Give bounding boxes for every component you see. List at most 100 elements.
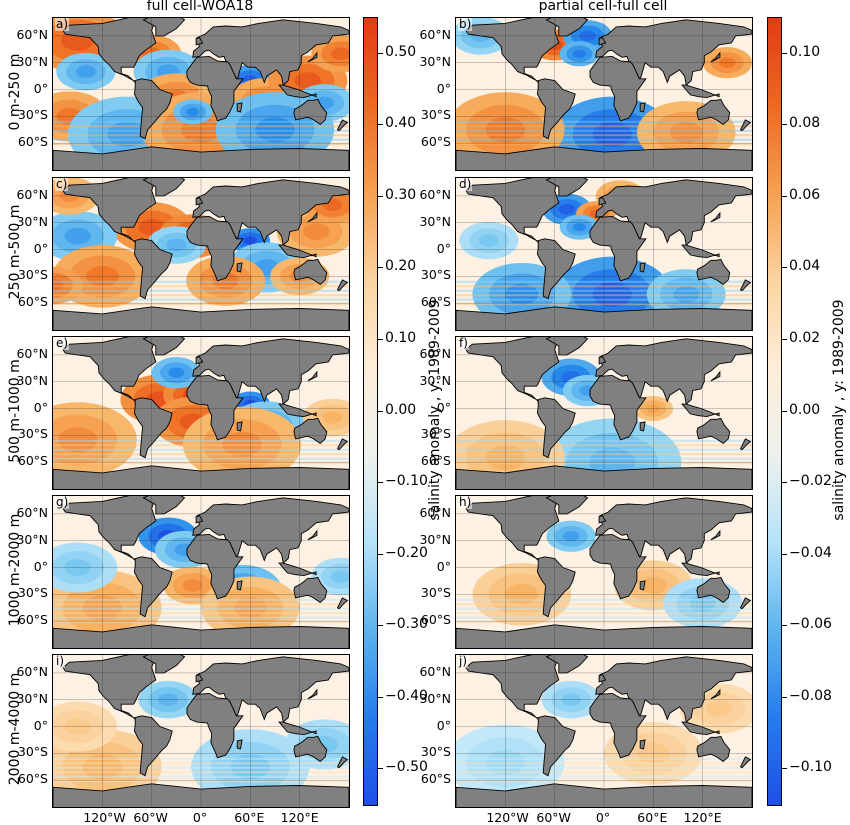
colorbar-tick-mark bbox=[782, 124, 787, 126]
land-japan bbox=[710, 370, 721, 382]
anomaly-field bbox=[53, 18, 349, 170]
land-madagascar bbox=[236, 580, 243, 591]
lat-tick-label: 60°N bbox=[419, 504, 451, 520]
lat-tick-label: 60°N bbox=[16, 504, 48, 520]
anomaly-patch bbox=[330, 47, 349, 61]
lat-tick-label: 30°N bbox=[16, 372, 48, 388]
lat-tick-label: 30°N bbox=[16, 213, 48, 229]
land-nz bbox=[739, 279, 752, 292]
colorbar-tick-label: −0.50 bbox=[385, 759, 428, 776]
land-japan bbox=[307, 529, 318, 541]
colorbar-tick-mark bbox=[782, 482, 787, 484]
colorbar-tick-mark bbox=[378, 267, 383, 269]
lat-tick-label: 60°S bbox=[420, 134, 451, 150]
land-indo bbox=[681, 84, 720, 99]
lat-tick-label: 0° bbox=[436, 80, 451, 96]
anomaly-patch bbox=[166, 238, 187, 252]
anomaly-field bbox=[456, 496, 752, 648]
anomaly-patch bbox=[572, 49, 586, 58]
lat-tick-label: 0° bbox=[33, 717, 48, 733]
colorbar-tick-label: −0.10 bbox=[385, 473, 428, 490]
map-panel-g: g) bbox=[52, 495, 350, 649]
colorbar-tick-label: −0.30 bbox=[385, 616, 428, 633]
land-nz bbox=[336, 597, 349, 610]
lat-tick-label: 30°N bbox=[419, 53, 451, 69]
land-nz bbox=[739, 597, 752, 610]
colorbar-tick-mark bbox=[378, 410, 383, 412]
lat-tick-label: 30°S bbox=[17, 267, 48, 283]
lat-tick-label: 60°S bbox=[420, 453, 451, 469]
lat-tick-label: 30°N bbox=[419, 531, 451, 547]
colorbar-tick-label: −0.06 bbox=[789, 616, 832, 633]
colorbar-tick-mark bbox=[378, 768, 383, 770]
colorbar-tick-mark bbox=[378, 124, 383, 126]
lat-tick-label: 30°N bbox=[16, 53, 48, 69]
land-japan bbox=[710, 51, 721, 63]
land-indo bbox=[278, 244, 317, 259]
land-indo bbox=[278, 721, 317, 736]
lon-tick-label: 120°E bbox=[683, 810, 722, 825]
lat-tick-label: 60°N bbox=[16, 26, 48, 42]
colorbar-tick-label: 0.30 bbox=[385, 186, 417, 203]
colorbar-tick-label: 0.40 bbox=[385, 115, 417, 132]
lat-tick-label: 30°S bbox=[17, 744, 48, 760]
lat-tick-label: 0° bbox=[33, 558, 48, 574]
anomaly-patch bbox=[294, 72, 322, 89]
colorbar-tick-label: −0.10 bbox=[789, 759, 832, 776]
lon-tick-label: 60°E bbox=[637, 810, 668, 825]
colorbar-tick-label: 0.06 bbox=[789, 186, 821, 203]
anomaly-field bbox=[456, 18, 752, 170]
land-samerica bbox=[133, 78, 173, 140]
colorbar-tick-mark bbox=[782, 338, 787, 340]
land-samerica bbox=[536, 397, 576, 459]
lat-tick-label: 0° bbox=[436, 717, 451, 733]
land-namerica bbox=[62, 496, 157, 561]
lat-tick-label: 60°S bbox=[17, 134, 48, 150]
map-panel-f: f) bbox=[455, 336, 753, 490]
land-indo bbox=[681, 721, 720, 736]
lat-tick-label: 60°N bbox=[16, 186, 48, 202]
land-samerica bbox=[133, 715, 173, 777]
colorbar-tick-mark bbox=[782, 768, 787, 770]
lat-tick-label: 30°S bbox=[17, 426, 48, 442]
lon-tick-label: 60°W bbox=[536, 810, 571, 825]
land-nz bbox=[739, 756, 752, 769]
lat-tick-label: 30°N bbox=[419, 690, 451, 706]
anomaly-patch bbox=[322, 411, 343, 424]
colorbar-tick-mark bbox=[782, 52, 787, 54]
colorbar-tick-mark bbox=[782, 410, 787, 412]
land-samerica bbox=[133, 556, 173, 618]
lat-tick-label: 60°S bbox=[17, 771, 48, 787]
land-madagascar bbox=[236, 262, 243, 273]
lat-tick-label: 30°S bbox=[420, 585, 451, 601]
land-nz bbox=[739, 119, 752, 132]
land-samerica bbox=[133, 397, 173, 459]
panel-label: h) bbox=[458, 495, 473, 509]
lat-tick-label: 30°N bbox=[419, 372, 451, 388]
map-panel-d: d) bbox=[455, 177, 753, 331]
land-madagascar bbox=[639, 102, 646, 113]
colorbar-tick-mark bbox=[782, 553, 787, 555]
lat-tick-label: 0° bbox=[436, 399, 451, 415]
anomaly-field bbox=[456, 178, 752, 330]
panel-label: g) bbox=[55, 495, 70, 509]
land-namerica bbox=[465, 496, 560, 561]
lat-tick-label: 60°N bbox=[419, 663, 451, 679]
lat-tick-label: 30°S bbox=[17, 585, 48, 601]
lat-tick-label: 30°S bbox=[420, 267, 451, 283]
map-panel-c: c) bbox=[52, 177, 350, 331]
panel-label: i) bbox=[55, 654, 66, 668]
map-panel-b: b) bbox=[455, 17, 753, 171]
lat-tick-label: 60°S bbox=[420, 294, 451, 310]
lat-tick-label: 60°S bbox=[17, 612, 48, 628]
colorbar-tick-label: 0.00 bbox=[789, 401, 821, 418]
anomaly-patch bbox=[186, 107, 200, 117]
lon-tick-label: 0° bbox=[192, 810, 208, 825]
colorbar-tick-mark bbox=[782, 267, 787, 269]
panel-label: e) bbox=[55, 336, 70, 350]
land-japan bbox=[710, 211, 721, 223]
land-samerica bbox=[536, 556, 576, 618]
land-japan bbox=[307, 211, 318, 223]
land-madagascar bbox=[639, 580, 646, 591]
land-namerica bbox=[465, 178, 560, 243]
